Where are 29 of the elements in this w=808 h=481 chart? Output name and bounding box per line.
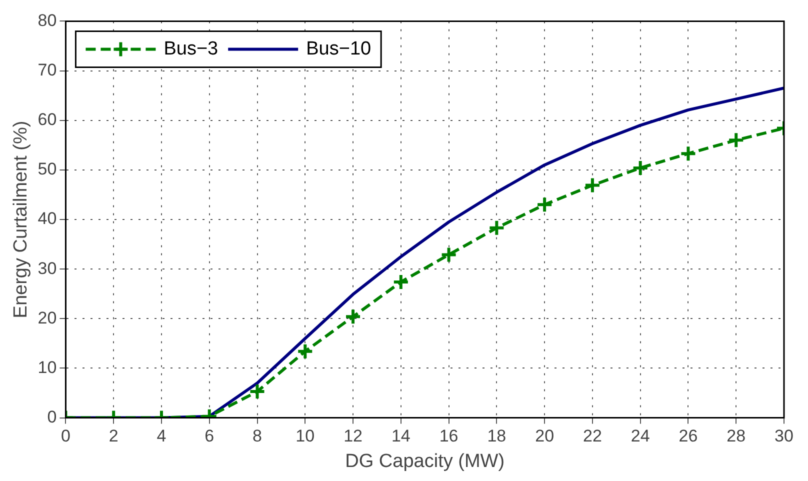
x-tick-label: 6 <box>204 426 214 446</box>
x-tick-label: 30 <box>774 426 794 446</box>
x-tick-label: 8 <box>252 426 262 446</box>
x-tick-label: 12 <box>344 426 362 446</box>
legend-label: Bus−10 <box>306 38 372 60</box>
x-tick-label: 4 <box>156 426 166 446</box>
x-tick-label: 18 <box>487 426 506 446</box>
y-tick-label: 60 <box>38 110 57 130</box>
x-tick-label: 22 <box>582 426 602 446</box>
y-axis-title: Energy Curtailment (%) <box>10 120 32 318</box>
y-tick-label: 70 <box>38 60 57 80</box>
y-tick-label: 10 <box>38 358 57 377</box>
y-tick-label: 0 <box>47 407 57 426</box>
x-tick-label: 28 <box>726 426 746 446</box>
x-tick-label: 26 <box>678 426 698 446</box>
y-tick-label: 50 <box>38 160 57 179</box>
x-tick-label: 0 <box>60 426 70 446</box>
x-tick-label: 14 <box>391 426 410 446</box>
y-tick-label: 20 <box>38 308 57 328</box>
y-tick-label: 80 <box>38 10 57 30</box>
legend-label: Bus−3 <box>164 38 218 60</box>
x-tick-label: 20 <box>535 426 554 446</box>
x-axis-title: DG Capacity (MW) <box>345 450 505 472</box>
y-tick-label: 30 <box>38 258 57 278</box>
x-tick-label: 24 <box>630 426 650 446</box>
x-tick-label: 16 <box>439 426 458 446</box>
x-tick-label: 10 <box>296 426 315 446</box>
x-tick-label: 2 <box>108 426 118 446</box>
y-tick-label: 40 <box>38 209 57 228</box>
